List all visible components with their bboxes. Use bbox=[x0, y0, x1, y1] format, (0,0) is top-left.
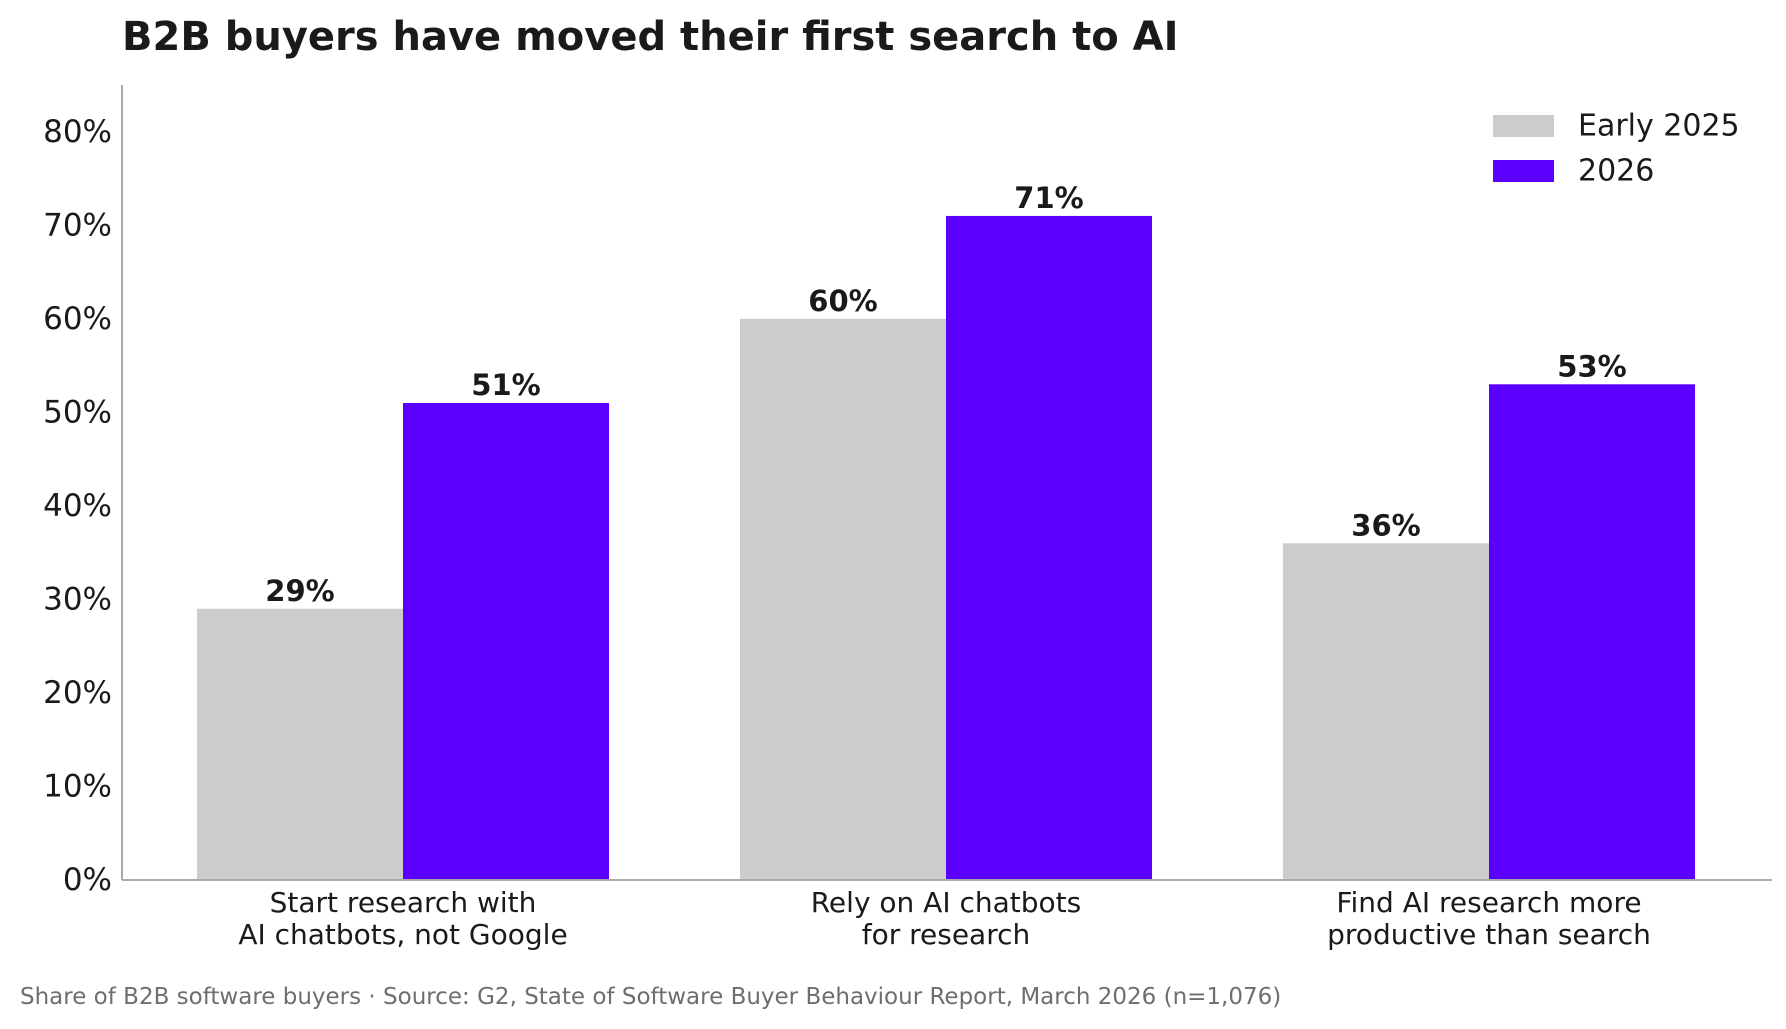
data-label: 29% bbox=[265, 574, 334, 608]
labels-layer: 0% 10% 20% 30% 40% 50% 60% 70% 80% 29% 51% Start re… bbox=[43, 114, 1651, 951]
x-category-label: Rely on AI chatbots bbox=[811, 886, 1082, 919]
chart-title: B2B buyers have moved their first search… bbox=[122, 14, 1179, 60]
bar-2026 bbox=[1489, 384, 1695, 880]
bars-layer bbox=[197, 215, 1695, 881]
x-category-label: Find AI research more bbox=[1336, 886, 1641, 919]
data-label: 53% bbox=[1557, 349, 1626, 383]
data-label: 60% bbox=[808, 284, 877, 318]
bar-early-2025 bbox=[740, 318, 946, 881]
y-tick-label: 40% bbox=[43, 488, 112, 524]
footnote: Share of B2B software buyers · Source: G… bbox=[20, 984, 1282, 1010]
bar-2026 bbox=[946, 215, 1152, 881]
y-tick-label: 60% bbox=[43, 301, 112, 337]
legend-swatch bbox=[1493, 115, 1554, 137]
data-label: 51% bbox=[471, 368, 540, 402]
y-tick-label: 70% bbox=[43, 207, 112, 243]
x-category-label: AI chatbots, not Google bbox=[238, 918, 567, 951]
legend-swatch bbox=[1493, 160, 1554, 182]
y-tick-label: 20% bbox=[43, 675, 112, 711]
y-tick-label: 30% bbox=[43, 581, 112, 617]
y-tick-label: 80% bbox=[43, 114, 112, 150]
x-category-label: productive than search bbox=[1327, 918, 1651, 951]
y-tick-label: 10% bbox=[43, 768, 112, 804]
data-label: 36% bbox=[1351, 508, 1420, 542]
legend-label: Early 2025 bbox=[1578, 109, 1740, 144]
x-category-label: Start research with bbox=[270, 886, 537, 919]
y-tick-label: 0% bbox=[63, 862, 112, 898]
bar-early-2025 bbox=[197, 608, 403, 880]
legend: Early 2025 2026 bbox=[1493, 109, 1740, 189]
data-label: 71% bbox=[1014, 181, 1083, 215]
bar-2026 bbox=[403, 403, 609, 880]
axes-layer bbox=[121, 85, 1772, 881]
y-tick-label: 50% bbox=[43, 394, 112, 430]
bar-early-2025 bbox=[1283, 543, 1489, 880]
x-category-label: for research bbox=[862, 918, 1031, 951]
legend-label: 2026 bbox=[1578, 154, 1654, 189]
